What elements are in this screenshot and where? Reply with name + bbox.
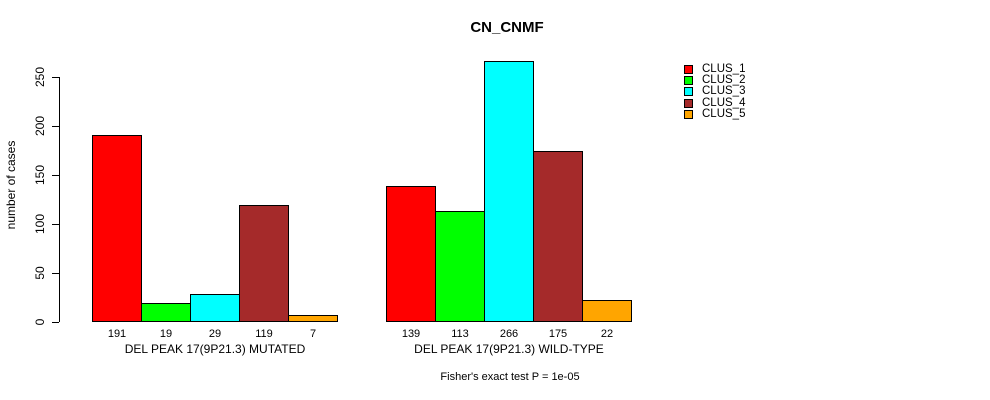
bar-value-label: 191	[107, 328, 127, 340]
bar-value-label: 139	[401, 328, 421, 340]
legend-item: CLUS_4	[684, 96, 746, 109]
legend-swatch	[684, 76, 693, 86]
bar-value-label: 119	[255, 328, 273, 340]
legend-label: CLUS_3	[702, 85, 746, 98]
legend-swatch	[684, 98, 693, 108]
bar-value-label: 22	[600, 328, 614, 340]
bar	[435, 211, 485, 322]
legend-swatch	[684, 109, 693, 119]
legend-label: CLUS_2	[702, 74, 746, 87]
y-axis-tick	[52, 175, 59, 176]
y-axis-tick	[52, 126, 59, 127]
bar-value-label: 113	[451, 328, 469, 340]
bar	[288, 315, 338, 322]
y-axis-line	[59, 77, 60, 322]
bar	[386, 185, 436, 322]
y-axis-tick	[52, 322, 59, 323]
bar	[239, 205, 289, 322]
y-axis-tick	[52, 273, 59, 274]
legend-swatch	[684, 87, 693, 97]
chart-title: CN_CNMF	[470, 19, 544, 36]
group-label: DEL PEAK 17(9P21.3) WILD-TYPE	[414, 342, 604, 356]
y-tick-label: 250	[33, 66, 47, 88]
bar	[190, 293, 240, 322]
y-tick-label: 50	[33, 266, 47, 280]
bar-value-label: 266	[499, 328, 519, 340]
annotation-text: Fisher's exact test P = 1e-05	[440, 371, 580, 383]
bar	[533, 150, 583, 322]
legend-swatch	[684, 65, 693, 74]
legend-label: CLUS_1	[702, 63, 746, 75]
y-tick-label: 0	[33, 318, 47, 326]
legend-label: CLUS_4	[702, 96, 746, 109]
bar	[582, 300, 632, 322]
y-axis-tick	[52, 77, 59, 78]
bar	[484, 61, 534, 322]
y-tick-label: 150	[33, 164, 47, 186]
legend-item: CLUS_5	[684, 107, 746, 120]
bar	[92, 134, 142, 322]
legend-item: CLUS_1	[684, 63, 746, 75]
bar-value-label: 29	[208, 328, 222, 340]
y-axis-tick	[52, 224, 59, 225]
y-axis-label: number of cases	[4, 140, 18, 230]
group-label: DEL PEAK 17(9P21.3) MUTATED	[124, 342, 306, 356]
bar-value-label: 7	[309, 328, 317, 340]
bar-value-label: 19	[159, 328, 173, 340]
legend-item: CLUS_2	[684, 74, 746, 87]
legend-label: CLUS_5	[702, 107, 746, 120]
legend-item: CLUS_3	[684, 86, 745, 97]
y-tick-label: 200	[33, 115, 47, 137]
bar	[141, 303, 191, 322]
y-tick-label: 100	[33, 213, 47, 235]
bar-value-label: 175	[548, 328, 568, 340]
